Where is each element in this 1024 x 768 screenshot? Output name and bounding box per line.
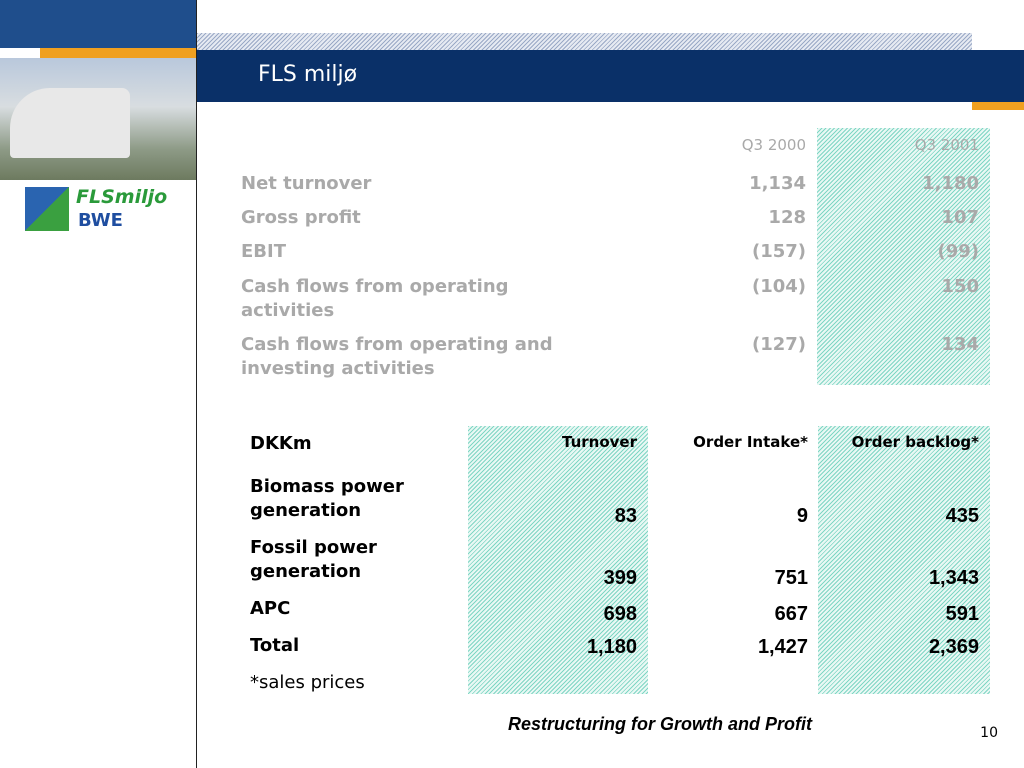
cell-value: 150 xyxy=(941,276,979,297)
cell-value: (104) xyxy=(751,276,806,297)
footnote: *sales prices xyxy=(250,672,365,693)
accent-strip xyxy=(40,48,196,58)
column-header: Order backlog* xyxy=(851,433,979,451)
cell-value: 751 xyxy=(774,567,808,589)
logo-mark xyxy=(25,187,69,231)
tagline: Restructuring for Growth and Profit xyxy=(508,714,812,734)
cell-value: 83 xyxy=(614,505,637,527)
cell-value: 1,343 xyxy=(928,567,979,589)
title-banner xyxy=(197,50,1024,102)
row-label: Total xyxy=(250,635,300,656)
corner-block xyxy=(0,0,196,48)
logo-text: BWE xyxy=(78,210,123,231)
accent-strip xyxy=(972,102,1024,110)
cell-value: 435 xyxy=(945,505,979,527)
cell-value: (157) xyxy=(751,241,806,262)
logo-text: FLSmiljo xyxy=(76,186,168,208)
cell-value: 1,180 xyxy=(586,636,637,658)
cell-value: 667 xyxy=(774,603,808,625)
row-label: EBIT xyxy=(241,241,286,262)
page-number: 10 xyxy=(980,725,998,741)
cell-value: 134 xyxy=(941,334,979,355)
row-label: APC xyxy=(250,598,291,619)
row-label: Gross profit xyxy=(241,207,361,228)
cell-value: 1,180 xyxy=(922,173,979,194)
cell-value: 1,134 xyxy=(749,173,806,194)
cell-value: 2,369 xyxy=(928,636,979,658)
row-label: Biomass power generation xyxy=(250,476,404,521)
cell-value: 1,427 xyxy=(757,636,808,658)
column-header: Order Intake* xyxy=(693,433,808,451)
slide-title: FLS miljø xyxy=(258,62,358,87)
column-header: DKKm xyxy=(250,433,312,454)
cell-value: (127) xyxy=(751,334,806,355)
row-label: Fossil power generation xyxy=(250,537,377,582)
cell-value: 128 xyxy=(768,207,806,228)
cell-value: 399 xyxy=(603,567,637,589)
cell-value: 698 xyxy=(603,603,637,625)
cell-value: 107 xyxy=(941,207,979,228)
hatched-band xyxy=(197,33,972,50)
highlight-column xyxy=(817,128,990,385)
building-photo xyxy=(0,58,196,180)
row-label: Cash flows from operating and investing … xyxy=(241,334,553,379)
column-header: Q3 2001 xyxy=(914,136,979,154)
divider xyxy=(196,0,197,768)
cell-value: 591 xyxy=(945,603,979,625)
building-shape xyxy=(10,88,130,158)
row-label: Net turnover xyxy=(241,173,372,194)
column-header: Q3 2000 xyxy=(741,136,806,154)
cell-value: 9 xyxy=(796,505,808,527)
row-label: Cash flows from operating activities xyxy=(241,276,509,321)
highlight-column xyxy=(468,426,648,694)
highlight-column xyxy=(818,426,990,694)
column-header: Turnover xyxy=(562,433,637,451)
cell-value: (99) xyxy=(937,241,979,262)
